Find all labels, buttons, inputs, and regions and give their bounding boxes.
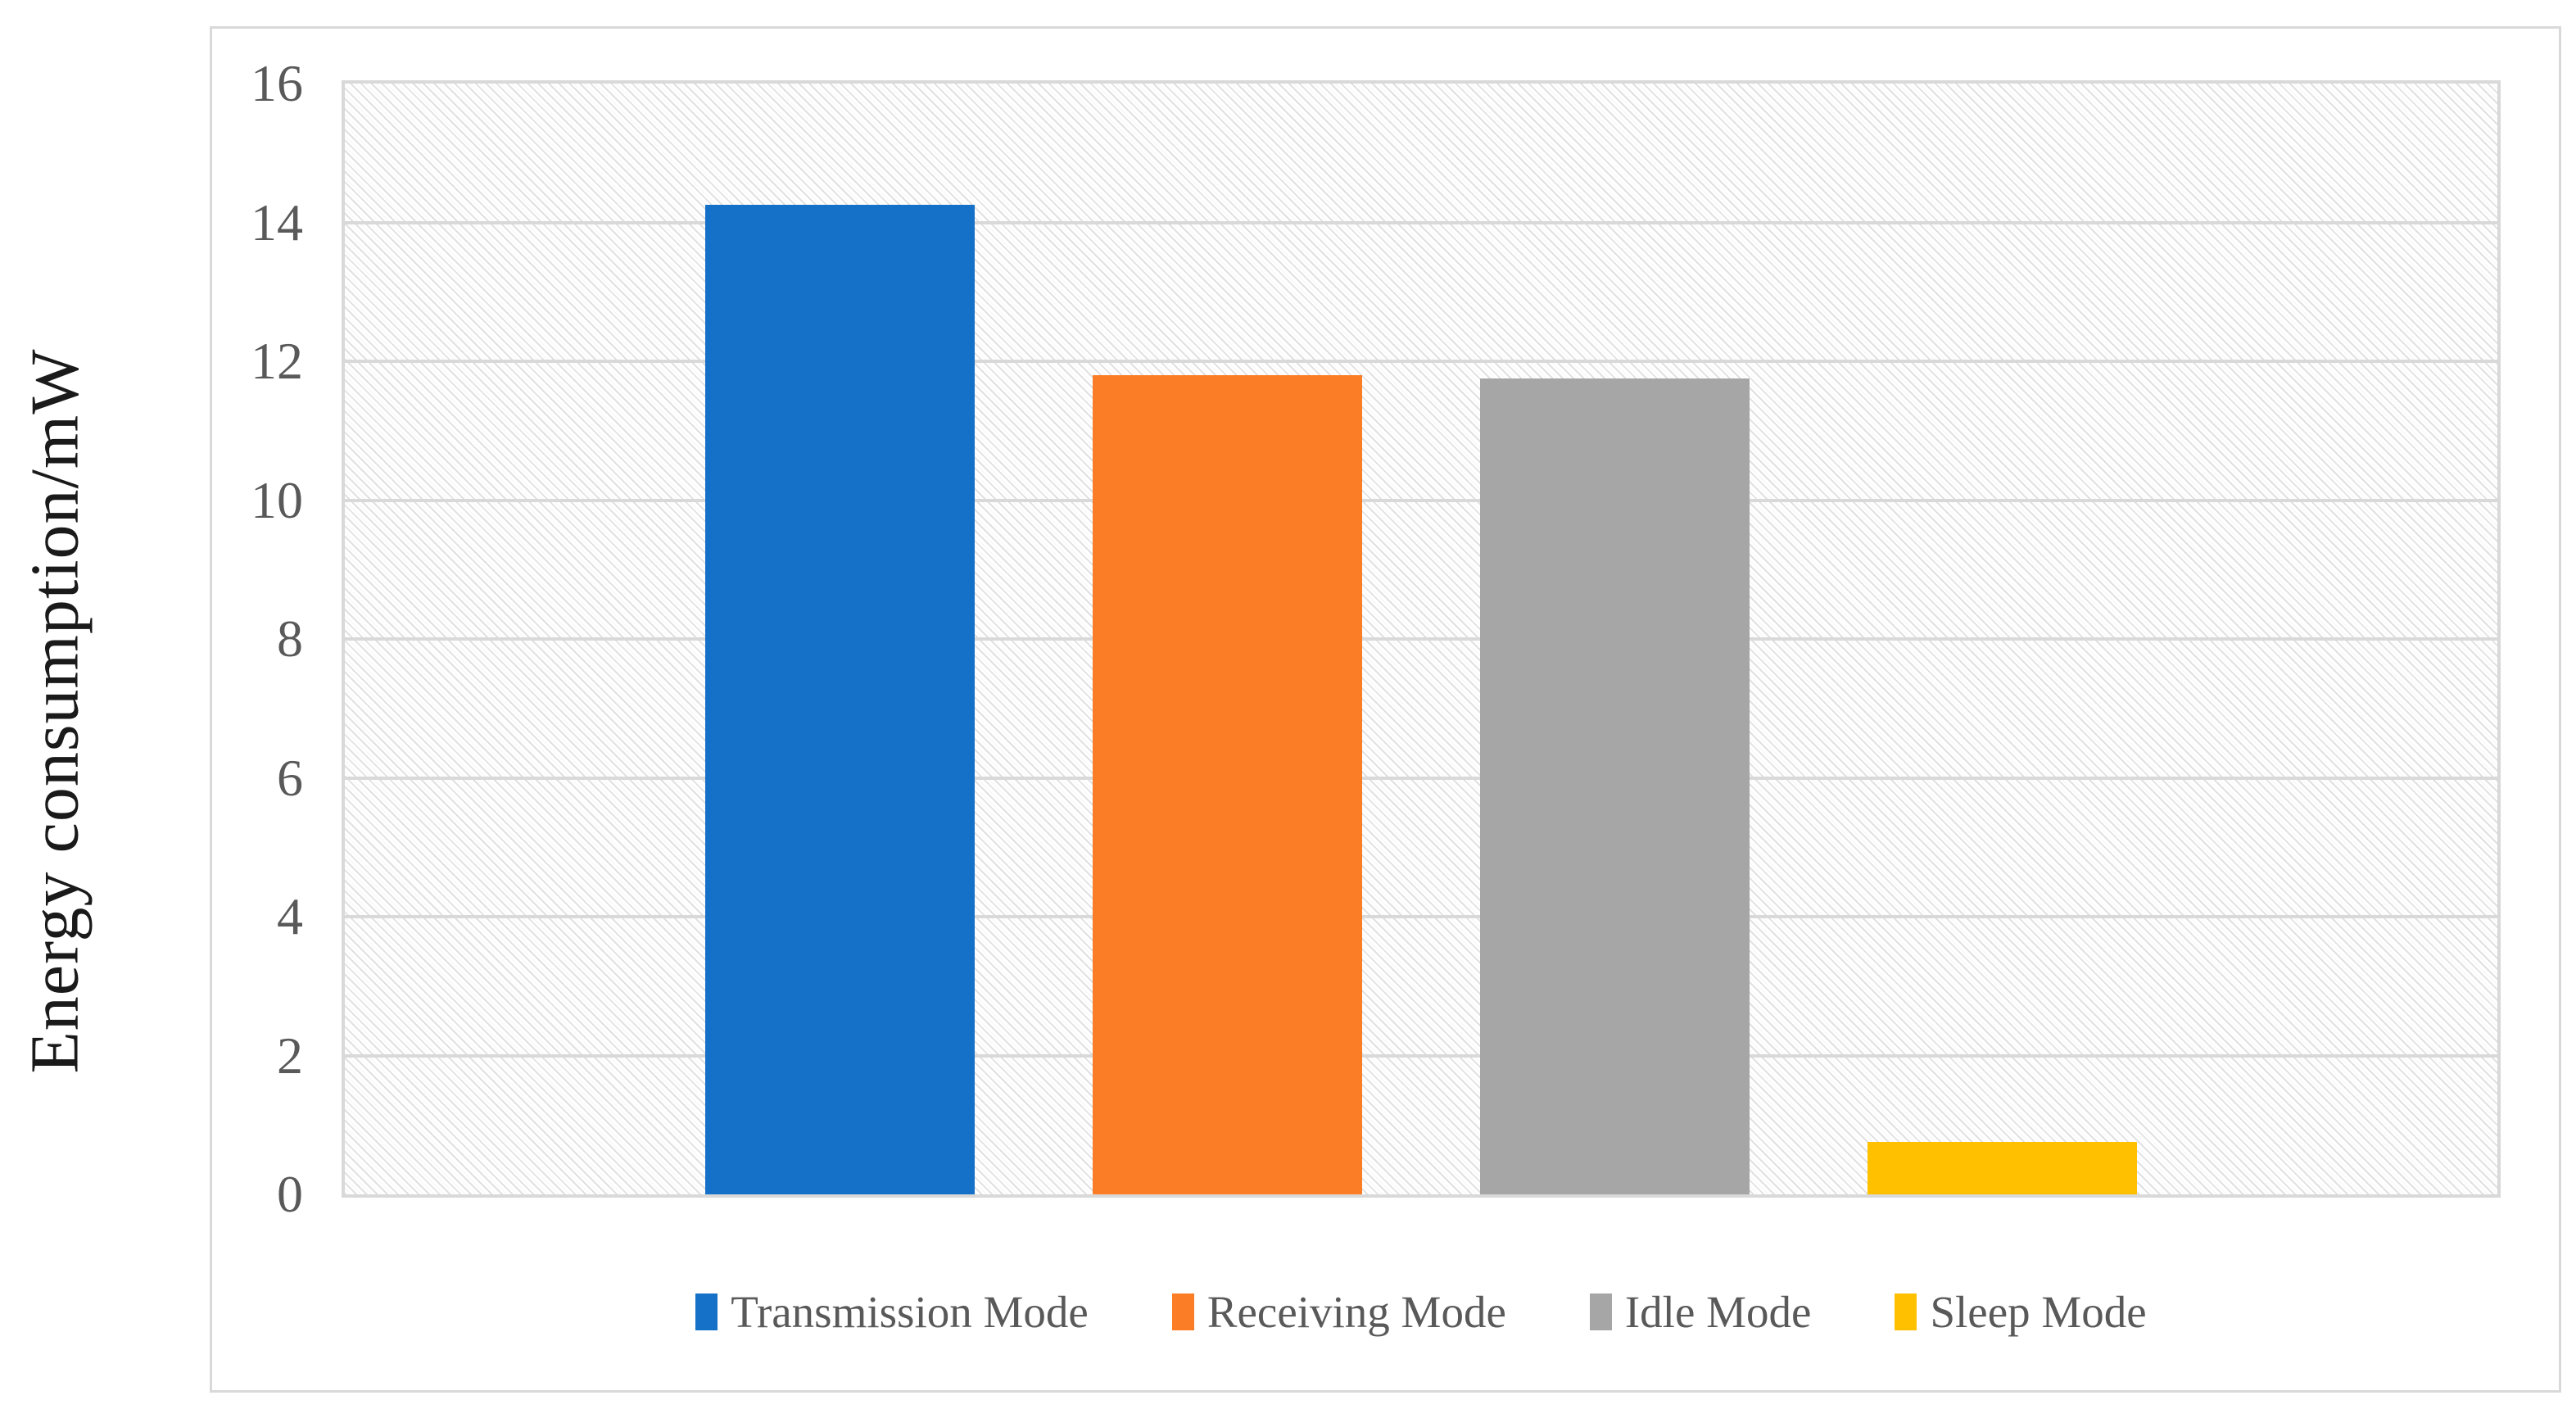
- y-axis-title: Energy consumption/mW: [16, 348, 93, 1074]
- legend-label: Receiving Mode: [1207, 1286, 1506, 1337]
- y-tick-label-8: 8: [277, 609, 303, 668]
- legend-marker-icon: [1171, 1293, 1194, 1330]
- legend-marker-icon: [1895, 1293, 1917, 1330]
- legend-item-transmission-mode: Transmission Mode: [695, 1289, 1089, 1334]
- legend-item-receiving-mode: Receiving Mode: [1171, 1286, 1506, 1337]
- y-tick-label-10: 10: [251, 470, 303, 529]
- bar-receiving-mode: [1092, 374, 1362, 1194]
- plot-area: [342, 80, 2501, 1198]
- y-tick-label-16: 16: [251, 54, 303, 112]
- legend-label: Transmission Mode: [731, 1286, 1089, 1337]
- legend-marker-icon: [695, 1293, 718, 1330]
- gridline-y-6: [345, 776, 2497, 780]
- gridline-y-14: [345, 220, 2497, 224]
- y-tick-label-0: 0: [277, 1165, 303, 1223]
- bar-idle-mode: [1480, 378, 1750, 1194]
- y-tick-label-14: 14: [251, 193, 303, 251]
- chart-legend: Transmission Mode Receiving Mode Idle Mode…: [342, 1258, 2501, 1365]
- bar-sleep-mode: [1867, 1142, 2138, 1194]
- legend-item-sleep-mode: Sleep Mode: [1895, 1286, 2147, 1337]
- gridline-y-8: [345, 637, 2497, 641]
- gridline-y-10: [345, 498, 2497, 502]
- y-tick-label-6: 6: [277, 748, 303, 807]
- gridline-y-2: [345, 1053, 2497, 1058]
- y-tick-label-12: 12: [251, 332, 303, 390]
- gridline-y-4: [345, 915, 2497, 918]
- y-tick-label-2: 2: [277, 1026, 303, 1085]
- legend-item-idle-mode: Idle Mode: [1589, 1286, 1812, 1337]
- legend-label: Sleep Mode: [1930, 1286, 2147, 1337]
- legend-marker-icon: [1589, 1293, 1612, 1330]
- legend-label: Idle Mode: [1624, 1286, 1812, 1337]
- bar-transmission-mode: [704, 205, 975, 1194]
- y-tick-label-4: 4: [277, 887, 303, 945]
- gridline-y-12: [345, 360, 2497, 363]
